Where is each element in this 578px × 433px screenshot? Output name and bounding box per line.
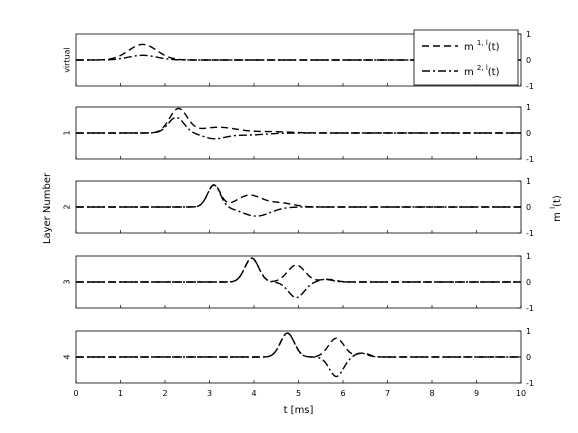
x-tick-label-9: 9 [474, 389, 479, 398]
x-tick-label-7: 7 [385, 389, 390, 398]
x-tick-label-2: 2 [162, 389, 167, 398]
y-tick-label-4-2: -1 [526, 379, 534, 388]
legend-box [413, 29, 519, 86]
y-tick-label-2-0: 1 [526, 177, 531, 186]
legend-label-1: m 2, l(t) [464, 64, 500, 78]
y-tick-label-0-1: 0 [526, 56, 531, 65]
y-tick-label-4-0: 1 [526, 327, 531, 336]
y-tick-label-4-1: 0 [526, 353, 531, 362]
x-axis-label: t [ms] [284, 405, 314, 416]
series-line-2-1 [76, 184, 521, 217]
y-tick-label-1-2: -1 [526, 155, 534, 164]
y-tick-label-2-1: 0 [526, 203, 531, 212]
legend-label-0: m 1, l(t) [464, 39, 500, 53]
y-tick-label-3-1: 0 [526, 278, 531, 287]
x-tick-label-5: 5 [296, 389, 301, 398]
panel-label-2: 2 [63, 204, 72, 209]
x-tick-label-10: 10 [516, 389, 526, 398]
y-axis-label-right: m l(t) [549, 195, 563, 222]
y-tick-label-3-0: 1 [526, 252, 531, 261]
x-tick-label-1: 1 [118, 389, 123, 398]
y-tick-label-1-1: 0 [526, 129, 531, 138]
series-line-4-1 [76, 332, 521, 378]
y-tick-label-0-0: 1 [526, 30, 531, 39]
y-tick-label-2-2: -1 [526, 229, 534, 238]
x-tick-label-6: 6 [340, 389, 345, 398]
series-line-2-0 [76, 183, 521, 208]
panel-label-4: 4 [63, 354, 72, 359]
x-tick-label-0: 0 [73, 389, 78, 398]
y-tick-label-3-2: -1 [526, 304, 534, 313]
panel-label-0: virtual [63, 47, 72, 73]
panel-label-3: 3 [63, 279, 72, 284]
y-axis-label-left: Layer Number [42, 172, 53, 244]
series-line-3-0 [76, 257, 521, 283]
y-tick-label-1-0: 1 [526, 103, 531, 112]
x-tick-label-8: 8 [429, 389, 434, 398]
series-line-3-1 [76, 257, 521, 299]
panel-label-1: 1 [63, 130, 72, 135]
series-line-4-0 [76, 332, 521, 358]
series-line-1-0 [76, 107, 521, 134]
x-tick-label-4: 4 [251, 389, 256, 398]
x-tick-label-3: 3 [207, 389, 212, 398]
series-line-1-1 [76, 116, 521, 140]
y-tick-label-0-2: -1 [526, 82, 534, 91]
